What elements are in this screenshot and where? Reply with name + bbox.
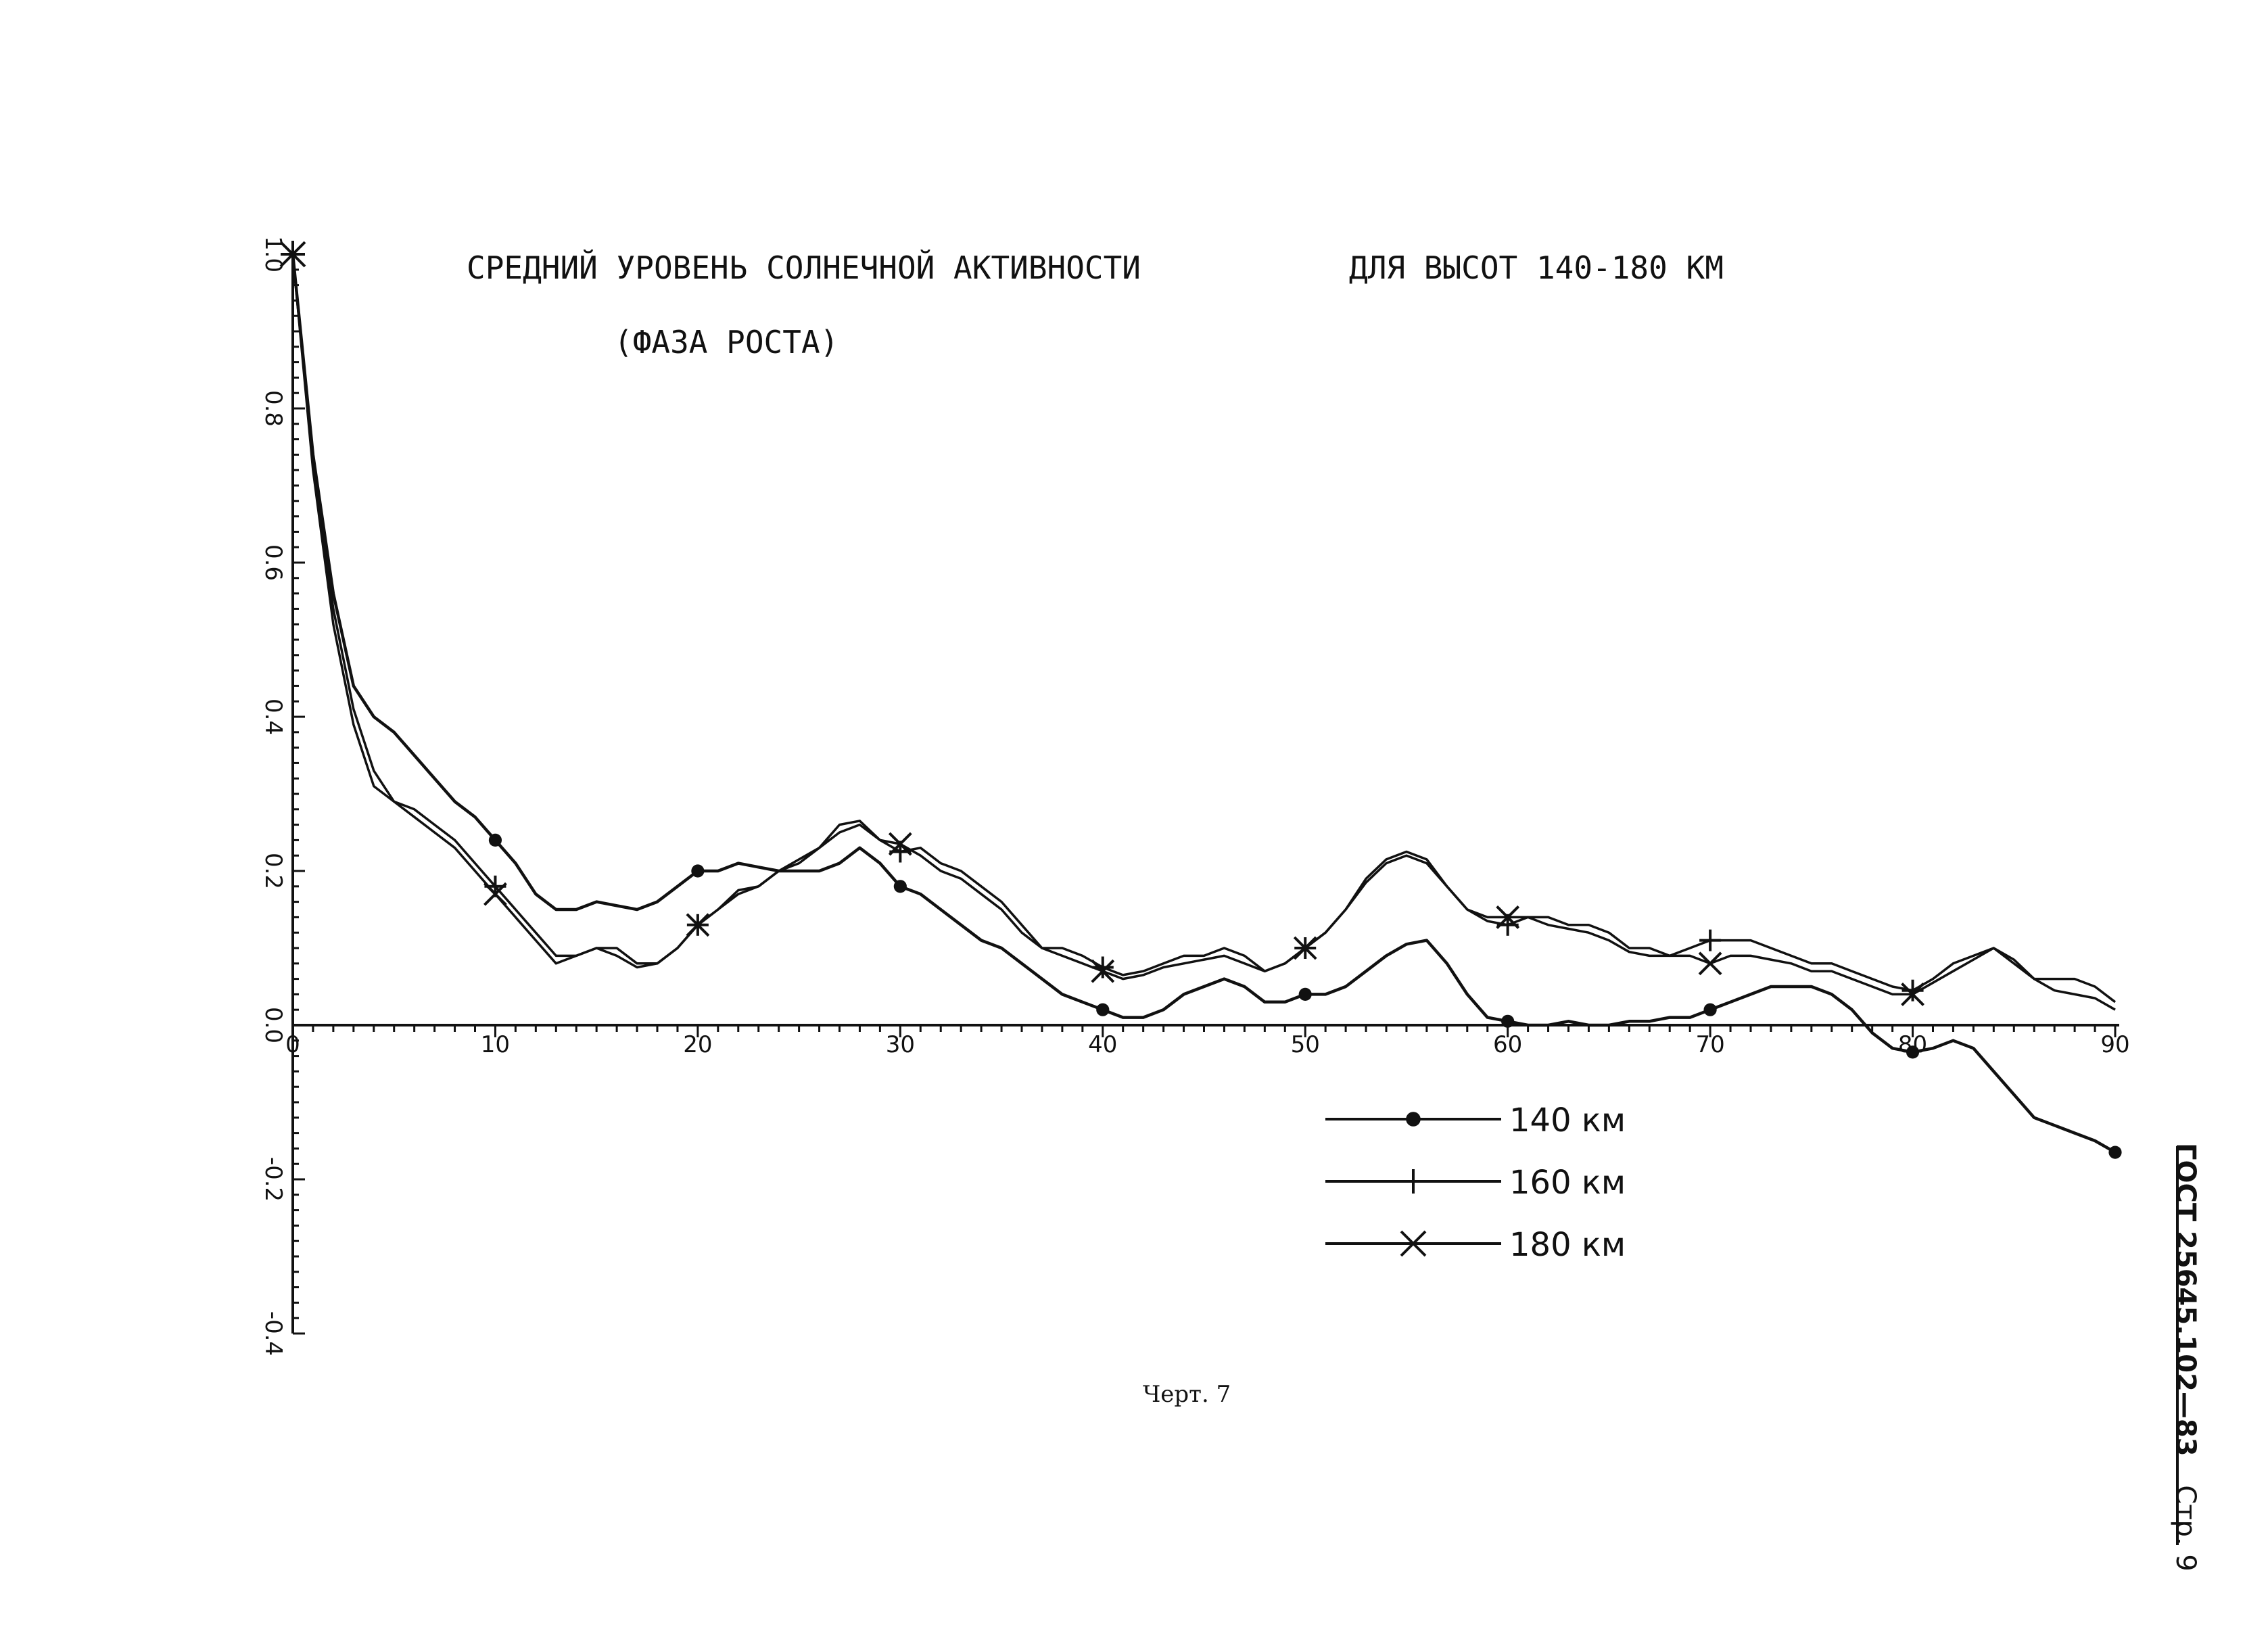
- title-line-1b: ДЛЯ ВЫСОТ 140-180 КМ: [1349, 250, 1724, 286]
- legend: 140 км 160 км 180 км: [1325, 1102, 1626, 1264]
- y-tick-label: 0.2: [260, 853, 287, 889]
- marker-stroke: [1091, 959, 1115, 983]
- x-tick-label: 0: [285, 1031, 300, 1058]
- series-2-marker: [1091, 956, 1114, 978]
- marker-stroke: [1496, 905, 1520, 929]
- title-line-2: (ФАЗА РОСТА): [614, 324, 838, 360]
- marker-stroke: [1293, 936, 1317, 960]
- series-2-marker: [1901, 979, 1924, 1001]
- series-1-marker: [1703, 1003, 1717, 1016]
- x-tick-label: 50: [1291, 1031, 1320, 1058]
- side-rule: [2176, 1146, 2179, 1545]
- origin-marker: [281, 242, 305, 266]
- series-1-marker: [488, 833, 502, 847]
- x-tick-label: 10: [481, 1031, 510, 1058]
- y-tick-label: 0.8: [260, 390, 287, 427]
- series-line-3: [291, 254, 2116, 1011]
- series-3-marker: [1091, 959, 1115, 983]
- x-tick-label: 70: [1695, 1031, 1724, 1058]
- series-3-marker: [1496, 905, 1520, 929]
- page-number: Стр. 9: [2170, 1485, 2201, 1572]
- series-3-marker: [1698, 951, 1722, 976]
- series-2-marker: [1699, 929, 1722, 951]
- series-3-marker: [686, 913, 710, 937]
- series-lines: [291, 254, 2117, 1154]
- marker-stroke: [888, 832, 912, 856]
- x-tick-label: 90: [2100, 1031, 2129, 1058]
- legend-marker-2: [1401, 1169, 1425, 1194]
- series-1-marker: [893, 880, 907, 893]
- series-3-marker: [1293, 936, 1317, 960]
- marker-stroke: [686, 913, 710, 937]
- title-line-1: СРЕДНИЙ УРОВЕНЬ СОЛНЕЧНОЙ АКТИВНОСТИ: [467, 250, 1141, 286]
- marker-stroke: [1400, 1230, 1427, 1257]
- legend-label-2: 160 км: [1509, 1164, 1626, 1202]
- figure-caption: Черт. 7: [1143, 1381, 1231, 1408]
- legend-label-3: 180 км: [1509, 1226, 1626, 1264]
- x-tick-label: 60: [1493, 1031, 1522, 1058]
- series-1-marker: [1298, 987, 1312, 1001]
- y-tick-label: 0.0: [260, 1007, 287, 1043]
- series-line-1: [291, 254, 2117, 1154]
- series-3-marker: [483, 882, 507, 906]
- legend-marker-1: [1406, 1112, 1421, 1127]
- series-1-marker: [691, 864, 705, 878]
- series-3-marker: [888, 832, 912, 856]
- series-markers: [279, 241, 2122, 1159]
- marker-stroke: [483, 882, 507, 906]
- y-tick-label: -0.4: [260, 1311, 287, 1356]
- x-tick-label: 20: [683, 1031, 712, 1058]
- series-1-marker: [2108, 1146, 2122, 1159]
- x-tick-label: 30: [886, 1031, 915, 1058]
- marker-stroke: [1698, 951, 1722, 976]
- y-tick-label: 0.6: [260, 544, 287, 581]
- series-3-marker: [1901, 982, 1924, 1006]
- y-tick-label: 0.4: [260, 699, 287, 735]
- marker-stroke: [1901, 982, 1924, 1006]
- series-1-marker: [1501, 1014, 1515, 1028]
- standard-number: ГОСТ 25645.102—83: [2170, 1143, 2201, 1457]
- series-1-marker: [1906, 1045, 1920, 1059]
- legend-marker-3: [1400, 1230, 1427, 1257]
- chart-title: СРЕДНИЙ УРОВЕНЬ СОЛНЕЧНОЙ АКТИВНОСТИ ДЛЯ…: [467, 250, 1724, 360]
- series-line-2: [291, 254, 2117, 1004]
- series-1-marker: [1096, 1003, 1110, 1016]
- axes: 0 10 20 30 40 50 60 70 80 901.00.80.60.40.20.0-0.…: [260, 236, 2130, 1356]
- legend-label-1: 140 км: [1509, 1102, 1626, 1139]
- y-tick-label: -0.2: [260, 1157, 287, 1202]
- x-tick-label: 40: [1088, 1031, 1117, 1058]
- side-note: ГОСТ 25645.102—83 Стр. 9: [2170, 1143, 2201, 1572]
